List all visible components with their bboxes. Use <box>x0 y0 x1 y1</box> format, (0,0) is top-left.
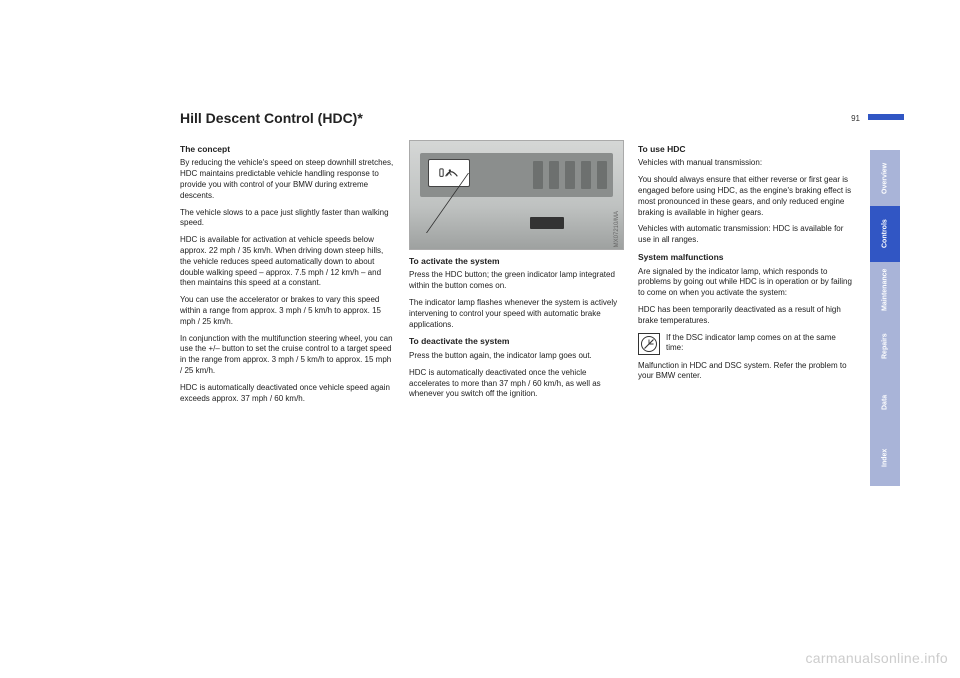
para: The vehicle slows to a pace just slightl… <box>180 208 395 230</box>
para: Vehicles with manual transmission: <box>638 158 853 169</box>
subhead-concept: The concept <box>180 144 395 155</box>
para: HDC has been temporarily deactivated as … <box>638 305 853 327</box>
para: You should always ensure that either rev… <box>638 175 853 218</box>
watermark: carmanualsonline.info <box>806 650 949 666</box>
tab-overview[interactable]: Overview <box>870 150 900 206</box>
columns: The concept By reducing the vehicle's sp… <box>180 140 860 410</box>
para: The indicator lamp flashes whenever the … <box>409 298 624 330</box>
warning-text: If the DSC indicator lamp comes on at th… <box>666 333 853 355</box>
tab-controls[interactable]: Controls <box>870 206 900 262</box>
para: Press the button again, the indicator la… <box>409 351 624 362</box>
column-1: The concept By reducing the vehicle's sp… <box>180 140 395 410</box>
image-ref: MX07210/MA <box>613 211 621 247</box>
side-tabs: Overview Controls Maintenance Repairs Da… <box>870 150 900 486</box>
subhead-malfunctions: System malfunctions <box>638 252 853 263</box>
section-marker <box>868 114 904 120</box>
page-content: Hill Descent Control (HDC)* 91 The conce… <box>180 110 860 410</box>
warning-row: If the DSC indicator lamp comes on at th… <box>638 333 853 355</box>
tab-data[interactable]: Data <box>870 374 900 430</box>
column-3: To use HDC Vehicles with manual transmis… <box>638 140 853 410</box>
para: By reducing the vehicle's speed on steep… <box>180 158 395 201</box>
para: Are signaled by the indicator lamp, whic… <box>638 267 853 299</box>
title-row: Hill Descent Control (HDC)* 91 <box>180 110 860 126</box>
column-2: MX07210/MA To activate the system Press … <box>409 140 624 410</box>
dsc-warning-icon <box>638 333 660 355</box>
page-number: 91 <box>851 114 860 123</box>
subhead-activate: To activate the system <box>409 256 624 267</box>
hdc-button-figure: MX07210/MA <box>409 140 624 250</box>
para: Press the HDC button; the green indicato… <box>409 270 624 292</box>
hdc-icon <box>439 165 459 181</box>
tab-index[interactable]: Index <box>870 430 900 486</box>
para: You can use the accelerator or brakes to… <box>180 295 395 327</box>
para: HDC is automatically deactivated once ve… <box>180 383 395 405</box>
subhead-usehdc: To use HDC <box>638 144 853 155</box>
tab-maintenance[interactable]: Maintenance <box>870 262 900 318</box>
subhead-deactivate: To deactivate the system <box>409 336 624 347</box>
hdc-button <box>530 217 564 229</box>
para: HDC is automatically deactivated once th… <box>409 368 624 400</box>
para: HDC is available for activation at vehic… <box>180 235 395 289</box>
para: If the DSC indicator lamp comes on at th… <box>666 333 853 355</box>
para: Malfunction in HDC and DSC system. Refer… <box>638 361 853 383</box>
para: In conjunction with the multifunction st… <box>180 334 395 377</box>
tab-repairs[interactable]: Repairs <box>870 318 900 374</box>
dashboard-knobs <box>533 161 607 189</box>
page-title: Hill Descent Control (HDC)* <box>180 110 363 126</box>
para: Vehicles with automatic transmission: HD… <box>638 224 853 246</box>
